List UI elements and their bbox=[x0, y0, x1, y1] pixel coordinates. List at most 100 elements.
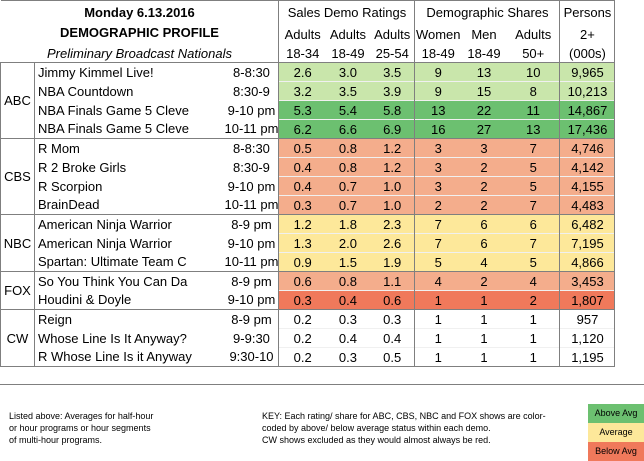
data-cell: 0.5 bbox=[278, 138, 326, 158]
time-slot: 9-10 pm bbox=[227, 102, 276, 118]
data-cell: 4 bbox=[506, 271, 560, 291]
network-label: FOX bbox=[0, 271, 35, 310]
network-label: NBC bbox=[0, 214, 35, 272]
show-name: Spartan: Ultimate Team C bbox=[34, 252, 225, 272]
footer-key-note: KEY: Each rating/ share for ABC, CBS, NB… bbox=[262, 410, 582, 446]
show-name: R Mom bbox=[38, 140, 80, 156]
data-cell: 5.8 bbox=[369, 100, 415, 120]
data-cell: 4,142 bbox=[559, 157, 616, 177]
data-cell: 1.5 bbox=[325, 252, 370, 272]
show-name: R Whose Line Is it Anyway bbox=[34, 347, 225, 367]
data-cell: 4,866 bbox=[559, 252, 616, 272]
data-cell: 3 bbox=[414, 176, 461, 196]
show-name: NBA Finals Game 5 Cleve bbox=[38, 102, 190, 118]
data-cell: 0.7 bbox=[325, 195, 370, 215]
data-cell: 2 bbox=[460, 195, 507, 215]
time-slot: 8-9 pm bbox=[231, 216, 272, 232]
data-cell: 2 bbox=[460, 157, 507, 177]
color-legend: Above Avg Average Below Avg bbox=[588, 404, 644, 461]
data-cell: 1 bbox=[506, 347, 560, 367]
data-cell: 1 bbox=[460, 328, 507, 348]
data-cell: 7,195 bbox=[559, 233, 616, 253]
data-cell: 5 bbox=[506, 157, 560, 177]
table-row: ABC Jimmy Kimmel Live! 8-8:30 2.6 3.0 3.5 9 13 1… bbox=[0, 62, 616, 139]
data-cell: 1 bbox=[506, 309, 560, 329]
footer-key-line: coded by above/ below average status wit… bbox=[262, 423, 491, 433]
report-title: Monday 6.13.2016 bbox=[84, 4, 195, 20]
data-cell: 0.6 bbox=[369, 290, 415, 310]
footer-left-line: of multi-hour programs. bbox=[9, 435, 103, 445]
data-cell: 5 bbox=[506, 252, 560, 272]
data-cell: 1 bbox=[414, 328, 461, 348]
time-slot: 10-11 pm bbox=[224, 119, 279, 139]
data-cell: 3.9 bbox=[369, 81, 415, 101]
data-cell: 1.2 bbox=[369, 157, 415, 177]
data-cell: 6.2 bbox=[278, 119, 326, 139]
data-cell: 2.3 bbox=[369, 214, 415, 234]
data-cell: 3.5 bbox=[325, 81, 370, 101]
data-cell: 3.0 bbox=[325, 62, 370, 82]
data-cell: 6 bbox=[460, 214, 507, 234]
data-cell: 10,213 bbox=[559, 81, 616, 101]
legend-above: Above Avg bbox=[588, 404, 644, 423]
data-cell: 1.3 bbox=[278, 233, 326, 253]
show-name: R 2 Broke Girls bbox=[38, 159, 127, 175]
data-cell: 3,453 bbox=[559, 271, 616, 291]
group-sales: Sales Demo Ratings bbox=[278, 0, 415, 25]
show-name: Whose Line Is It Anyway? bbox=[38, 330, 187, 346]
column-header-bottom: 18-49 bbox=[325, 44, 370, 63]
show-name: BrainDead bbox=[34, 195, 225, 215]
data-cell: 6,482 bbox=[559, 214, 616, 234]
network-label: CBS bbox=[0, 138, 35, 215]
data-cell: 7 bbox=[414, 233, 461, 253]
data-cell: 0.2 bbox=[278, 309, 326, 329]
data-cell: 2.0 bbox=[325, 233, 370, 253]
data-cell: 957 bbox=[559, 309, 616, 329]
data-cell: 3.5 bbox=[369, 62, 415, 82]
show-name: R Scorpion bbox=[38, 178, 103, 194]
data-cell: 0.5 bbox=[369, 347, 415, 367]
data-cell: 1 bbox=[460, 290, 507, 310]
data-cell: 1 bbox=[460, 347, 507, 367]
data-cell: 6 bbox=[460, 233, 507, 253]
time-slot: 9-10 pm bbox=[227, 235, 276, 251]
time-slot: 8:30-9 bbox=[233, 83, 270, 99]
data-cell: 3.2 bbox=[278, 81, 326, 101]
data-cell: 5 bbox=[414, 252, 461, 272]
group-persons: Persons bbox=[559, 0, 616, 25]
table-row: Whose Line Is It Anyway? 9-9:30 0.2 0.4 0.4 1… bbox=[1, 328, 616, 348]
show-name: So You Think You Can Da bbox=[38, 273, 188, 289]
table-row: American Ninja Warrior 9-10 pm 1.3 2.0 2.6 7 6… bbox=[1, 233, 616, 253]
data-cell: 4,746 bbox=[559, 138, 616, 158]
column-header-bottom: 50+ bbox=[506, 44, 560, 63]
time-slot: 8-9 pm bbox=[231, 311, 272, 327]
column-header-top: Adults bbox=[278, 24, 326, 45]
column-header-bottom: 18-34 bbox=[278, 44, 326, 63]
data-cell: 0.4 bbox=[325, 328, 370, 348]
column-header-bottom: 18-49 bbox=[414, 44, 461, 63]
legend-below: Below Avg bbox=[588, 442, 644, 461]
show-name: NBA Finals Game 5 Cleve bbox=[34, 119, 225, 139]
data-cell: 4 bbox=[460, 252, 507, 272]
data-cell: 7 bbox=[414, 214, 461, 234]
table-row: R Whose Line Is it Anyway 9:30-10 0.2 0.3 0.… bbox=[1, 347, 616, 367]
data-cell: 0.3 bbox=[325, 309, 370, 329]
data-cell: 1,807 bbox=[559, 290, 616, 310]
footer-left-line: Listed above: Averages for half-hour bbox=[9, 411, 154, 421]
data-cell: 0.4 bbox=[278, 157, 326, 177]
report-subtitle: DEMOGRAPHIC PROFILE bbox=[60, 24, 219, 40]
data-cell: 1,120 bbox=[559, 328, 616, 348]
data-cell: 7 bbox=[506, 138, 560, 158]
table-row: R Scorpion 9-10 pm 0.4 0.7 1.0 3 2 5 4,155 bbox=[1, 176, 616, 196]
data-cell: 5.3 bbox=[278, 100, 326, 120]
show-name: NBA Countdown bbox=[38, 83, 134, 99]
data-cell: 9 bbox=[414, 62, 461, 82]
data-cell: 3 bbox=[414, 157, 461, 177]
show-name: Houdini & Doyle bbox=[34, 290, 225, 310]
data-cell: 1.2 bbox=[369, 138, 415, 158]
data-cell: 14,867 bbox=[559, 100, 616, 120]
footer-key-line: CW shows excluded as they would almost a… bbox=[262, 435, 491, 445]
footer-divider bbox=[0, 384, 644, 385]
data-cell: 0.8 bbox=[325, 138, 370, 158]
time-slot: 10-11 pm bbox=[224, 252, 279, 272]
